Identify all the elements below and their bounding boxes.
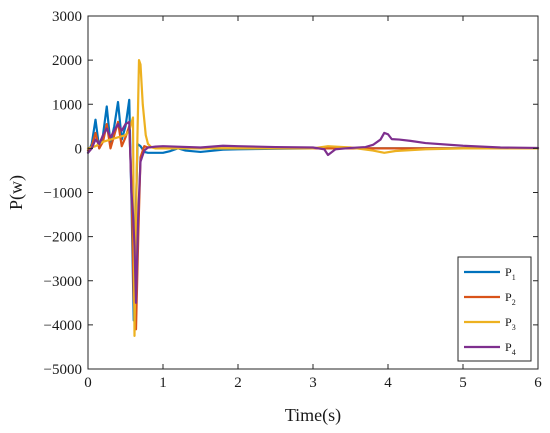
x-tick-label: 6 (534, 375, 542, 391)
y-tick-label: 2000 (52, 53, 82, 69)
x-tick-label: 2 (234, 375, 242, 391)
legend-box (457, 256, 532, 362)
x-tick-label: 3 (309, 375, 317, 391)
y-tick-label: −4000 (44, 318, 82, 334)
y-tick-label: 3000 (52, 9, 82, 25)
legend-label-subscript: 2 (512, 298, 516, 307)
x-tick-label: 4 (384, 375, 392, 391)
legend-label-p1: P1 (505, 265, 516, 282)
x-tick-label: 5 (459, 375, 467, 391)
legend-label-main: P (505, 340, 512, 354)
legend-label-p2: P2 (505, 290, 516, 307)
y-tick-label: 1000 (52, 97, 82, 113)
series-line-p4 (86, 120, 540, 304)
legend-label-p4: P4 (505, 340, 516, 357)
y-tick-label: −2000 (44, 230, 82, 246)
x-tick-label: 0 (84, 375, 92, 391)
y-axis-label: P(w) (6, 175, 27, 210)
y-tick-label: −5000 (44, 362, 82, 378)
x-tick-label: 1 (159, 375, 167, 391)
x-axis-label: Time(s) (285, 405, 341, 426)
legend-label-main: P (505, 265, 512, 279)
legend-label-main: P (505, 290, 512, 304)
y-tick-label: −1000 (44, 186, 82, 202)
legend-label-subscript: 1 (512, 273, 516, 282)
legend-label-subscript: 3 (512, 323, 516, 332)
legend-label-p3: P3 (505, 315, 516, 332)
legend-label-subscript: 4 (512, 348, 516, 357)
y-tick-label: −3000 (44, 274, 82, 290)
tick-layer: 0 1 2 3 4 5 6 3000 2000 1000 0 −1000 −2000 −3000 −4000… (44, 9, 543, 391)
series-layer (86, 59, 540, 338)
y-tick-label: 0 (75, 141, 83, 157)
legend-label-main: P (505, 315, 512, 329)
